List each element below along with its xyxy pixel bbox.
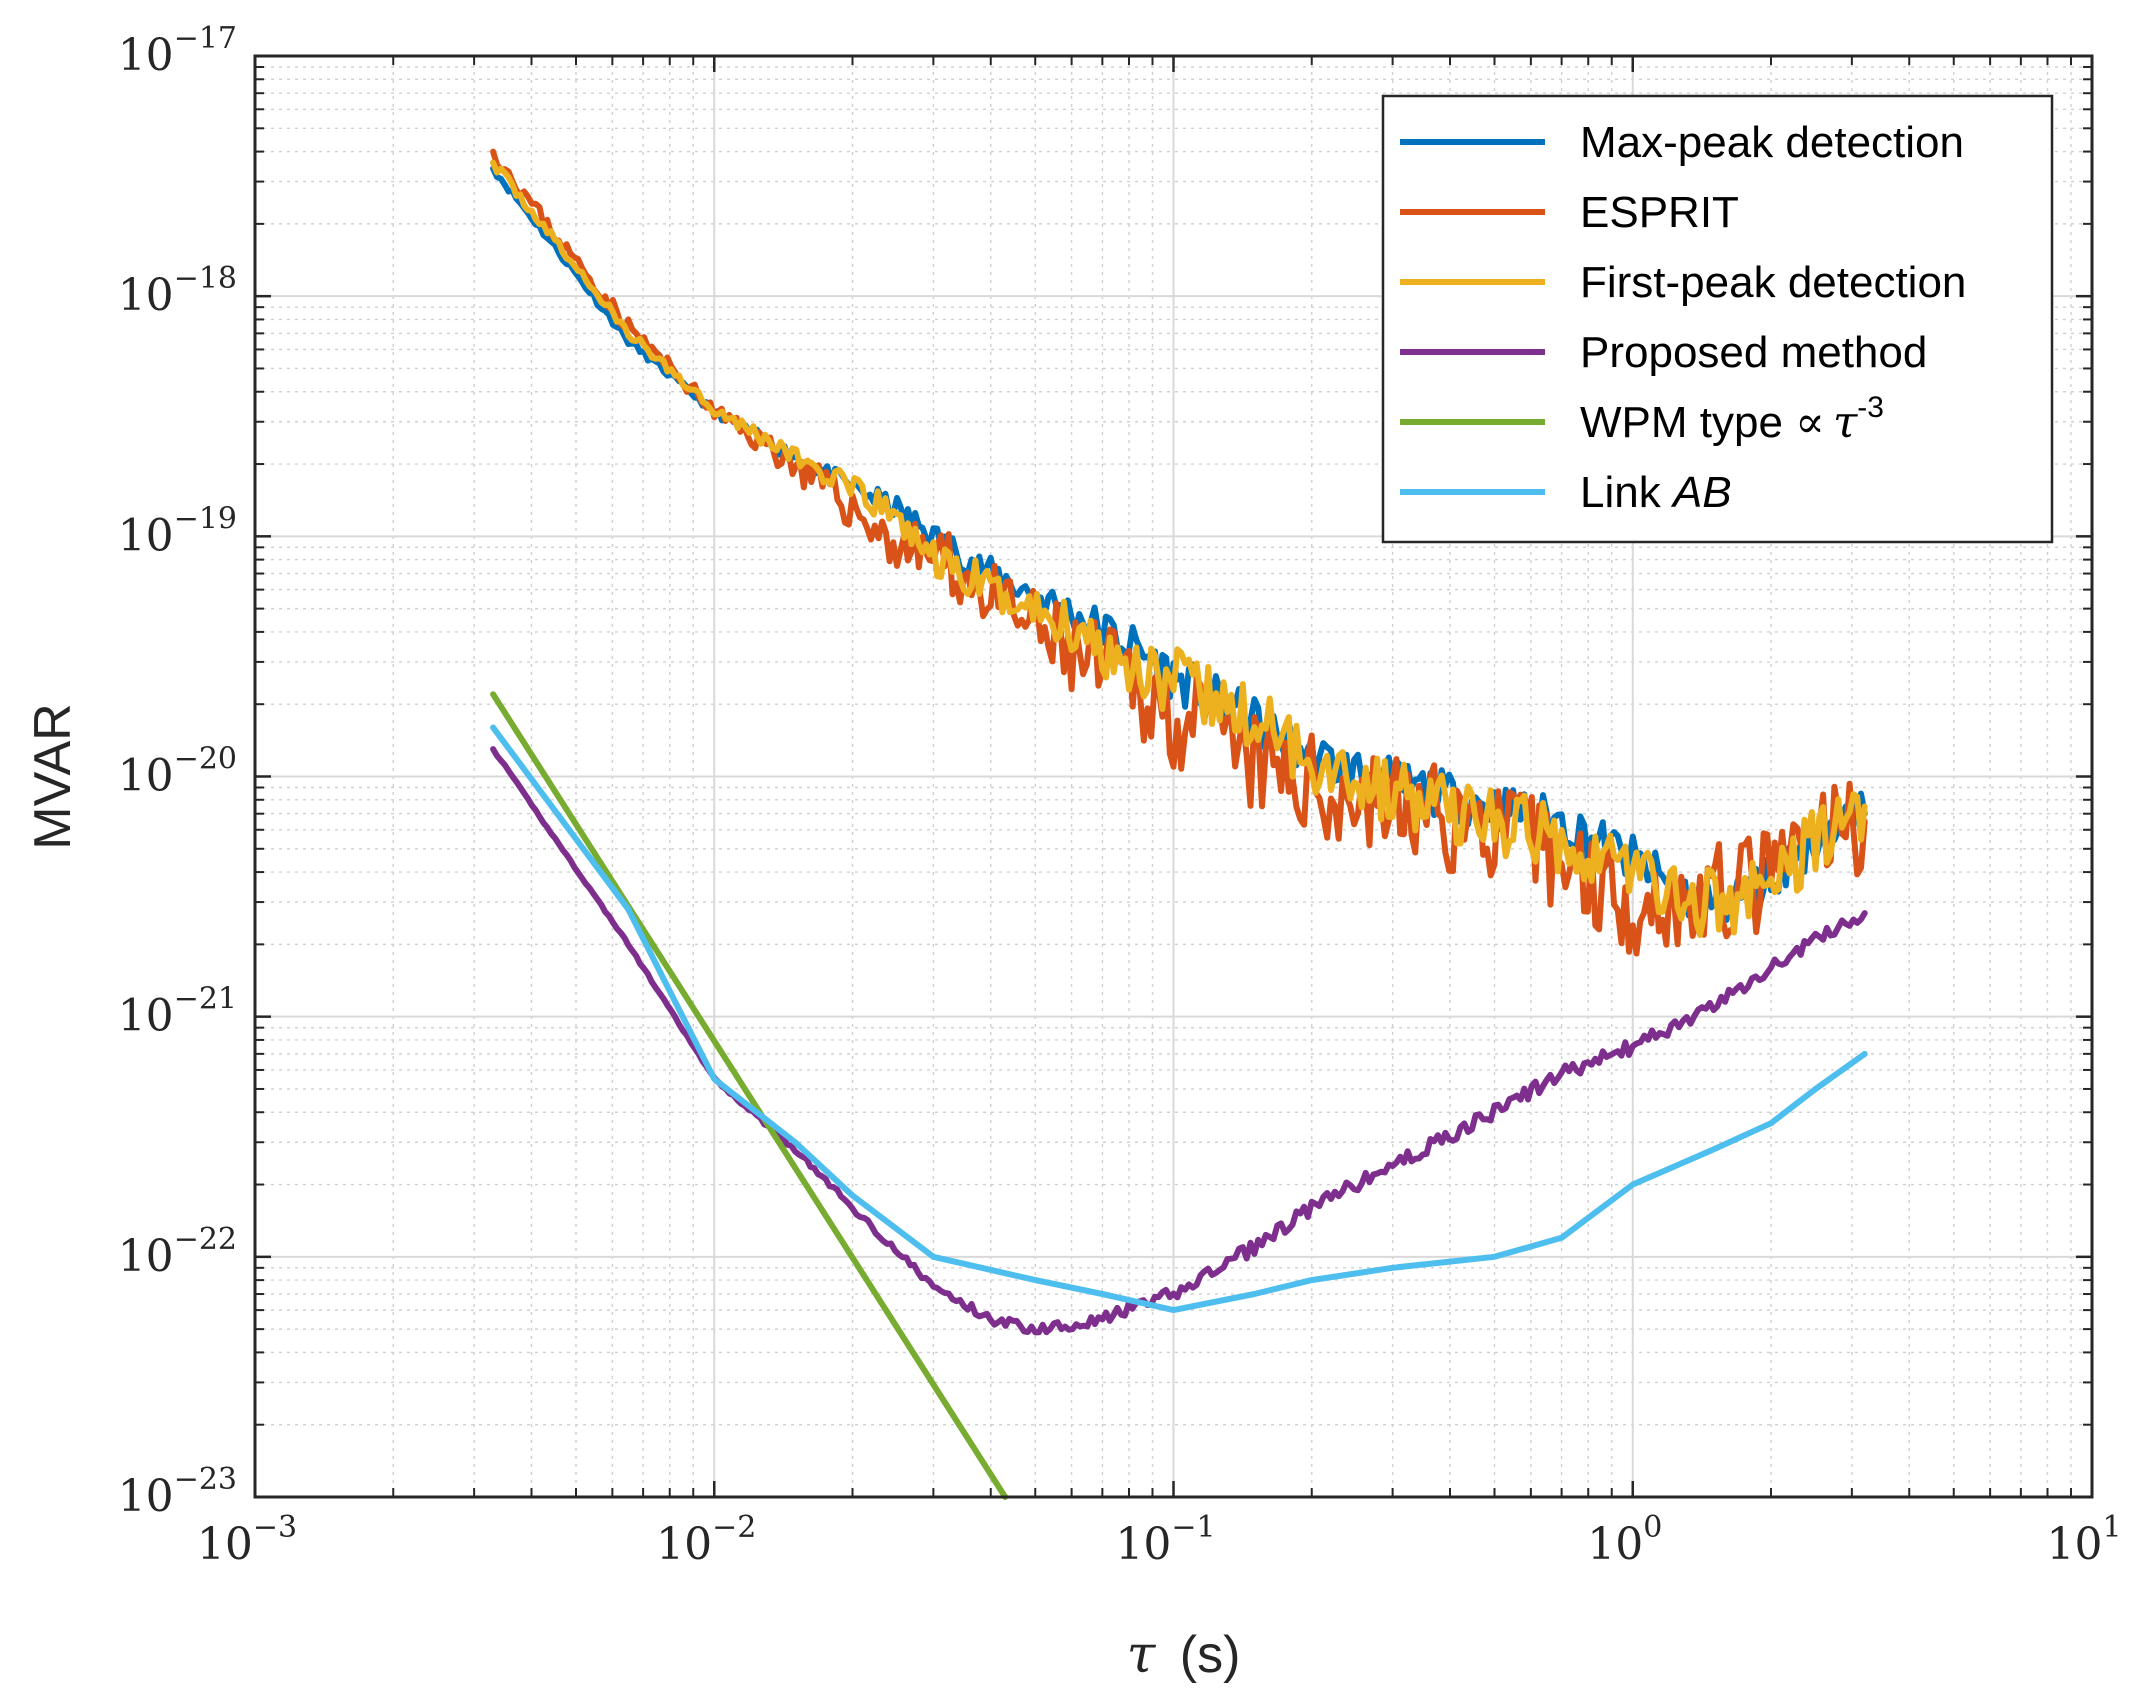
legend-exponent: -3 (1857, 391, 1884, 424)
y-tick-exponent: −23 (174, 1462, 237, 1497)
x-tick-exponent: −2 (712, 1510, 756, 1545)
legend-label-text: WPM type (1580, 398, 1795, 447)
legend-label: Max-peak detection (1580, 118, 1964, 167)
y-tick-exponent: −19 (174, 501, 237, 536)
x-axis-unit: (s) (1180, 1626, 1241, 1684)
series-line-first-peak-detection (490, 159, 1868, 938)
y-tick-label: 10−19 (118, 501, 237, 561)
x-tick-base: 10 (1115, 1519, 1171, 1570)
y-tick-label: 10−17 (118, 21, 237, 81)
x-tick-base: 10 (2046, 1519, 2102, 1570)
y-tick-exponent: −17 (174, 21, 237, 56)
legend-proportional-symbol: ∝ (1795, 397, 1825, 448)
x-tick-label: 100 (1587, 1510, 1662, 1570)
legend: Max-peak detection ESPRIT First-peak detec… (1381, 94, 2054, 544)
legend-label: ESPRIT (1580, 188, 1739, 237)
x-tick-exponent: −1 (1171, 1510, 1215, 1545)
series-line-wpm-type-3 (490, 691, 1009, 1500)
x-tick-base: 10 (656, 1519, 712, 1570)
y-tick-label: 10−18 (118, 261, 237, 321)
y-tick-exponent: −18 (174, 261, 237, 296)
x-tick-label: 10−1 (1115, 1510, 1215, 1570)
legend-label: WPM type ∝ τ-3 (1580, 391, 1884, 448)
y-tick-base: 10 (118, 991, 174, 1042)
y-tick-label: 10−20 (118, 742, 237, 802)
axis-ticks (253, 54, 2094, 1499)
tick-labels: 10−3 10−2 10−1 100 10110−2310−2210−2110−2010… (118, 21, 2122, 1570)
y-tick-base: 10 (118, 751, 174, 802)
y-tick-base: 10 (118, 270, 174, 321)
x-axis-symbol: τ (1127, 1625, 1157, 1685)
legend-tau-symbol: τ (1833, 397, 1858, 448)
y-tick-exponent: −20 (174, 742, 237, 777)
x-tick-exponent: 0 (1643, 1510, 1662, 1545)
legend-label: First-peak detection (1580, 258, 1966, 307)
y-tick-base: 10 (118, 510, 174, 561)
x-tick-base: 10 (197, 1519, 253, 1570)
y-tick-base: 10 (118, 1471, 174, 1522)
x-tick-exponent: −3 (253, 1510, 297, 1545)
y-tick-label: 10−22 (118, 1222, 237, 1282)
x-tick-label: 101 (2046, 1510, 2121, 1570)
y-tick-label: 10−23 (118, 1462, 237, 1522)
x-tick-label: 10−2 (656, 1510, 756, 1570)
legend-label-italic: AB (1670, 468, 1732, 517)
legend-label: Proposed method (1580, 328, 1927, 377)
x-axis-label: τ (s) (1127, 1625, 1241, 1685)
x-tick-exponent: 1 (2102, 1510, 2121, 1545)
y-tick-exponent: −22 (174, 1222, 237, 1257)
legend-label: Link AB (1580, 468, 1732, 517)
legend-box (1381, 94, 2054, 544)
y-tick-base: 10 (118, 30, 174, 81)
y-tick-label: 10−21 (118, 982, 237, 1042)
x-tick-label: 10−3 (197, 1510, 297, 1570)
series-line-link-ab (490, 724, 1868, 1314)
legend-label-text: Link (1580, 468, 1673, 517)
y-tick-exponent: −21 (174, 982, 237, 1017)
y-tick-base: 10 (118, 1231, 174, 1282)
series-layer (490, 148, 1868, 1500)
x-tick-base: 10 (1587, 1519, 1643, 1570)
y-axis-label: MVAR (24, 703, 82, 849)
